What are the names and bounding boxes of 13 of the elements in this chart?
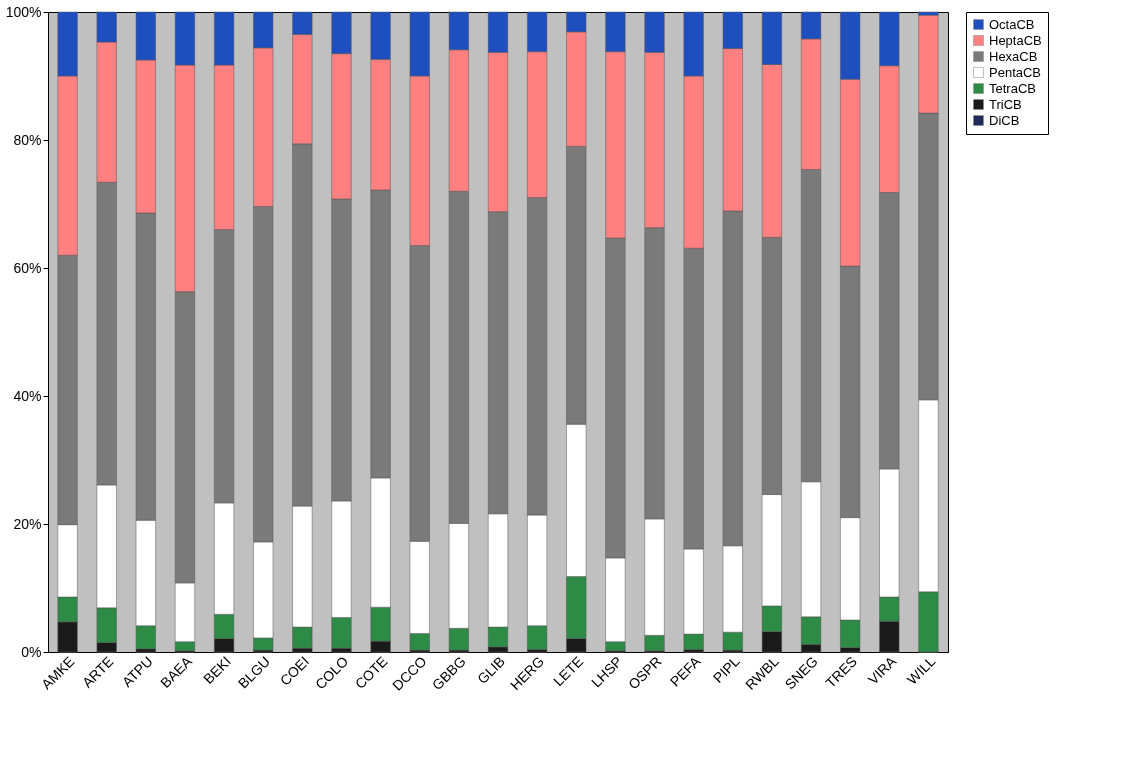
legend-label: OctaCB [989, 16, 1035, 32]
y-tick-label: 100% [5, 3, 42, 20]
legend-label: TriCB [989, 96, 1022, 112]
y-tick-label: 80% [13, 131, 42, 148]
legend-label: TetraCB [989, 80, 1036, 96]
y-tick-label: 40% [13, 387, 42, 404]
y-tick-label: 60% [13, 259, 42, 276]
legend-label: PentaCB [989, 64, 1042, 80]
legend-label: HeptaCB [989, 32, 1042, 48]
y-tick-label: 20% [13, 515, 42, 532]
legend-label: HexaCB [989, 48, 1038, 64]
legend-label: DiCB [989, 112, 1020, 128]
y-tick-label: 0% [21, 643, 42, 660]
